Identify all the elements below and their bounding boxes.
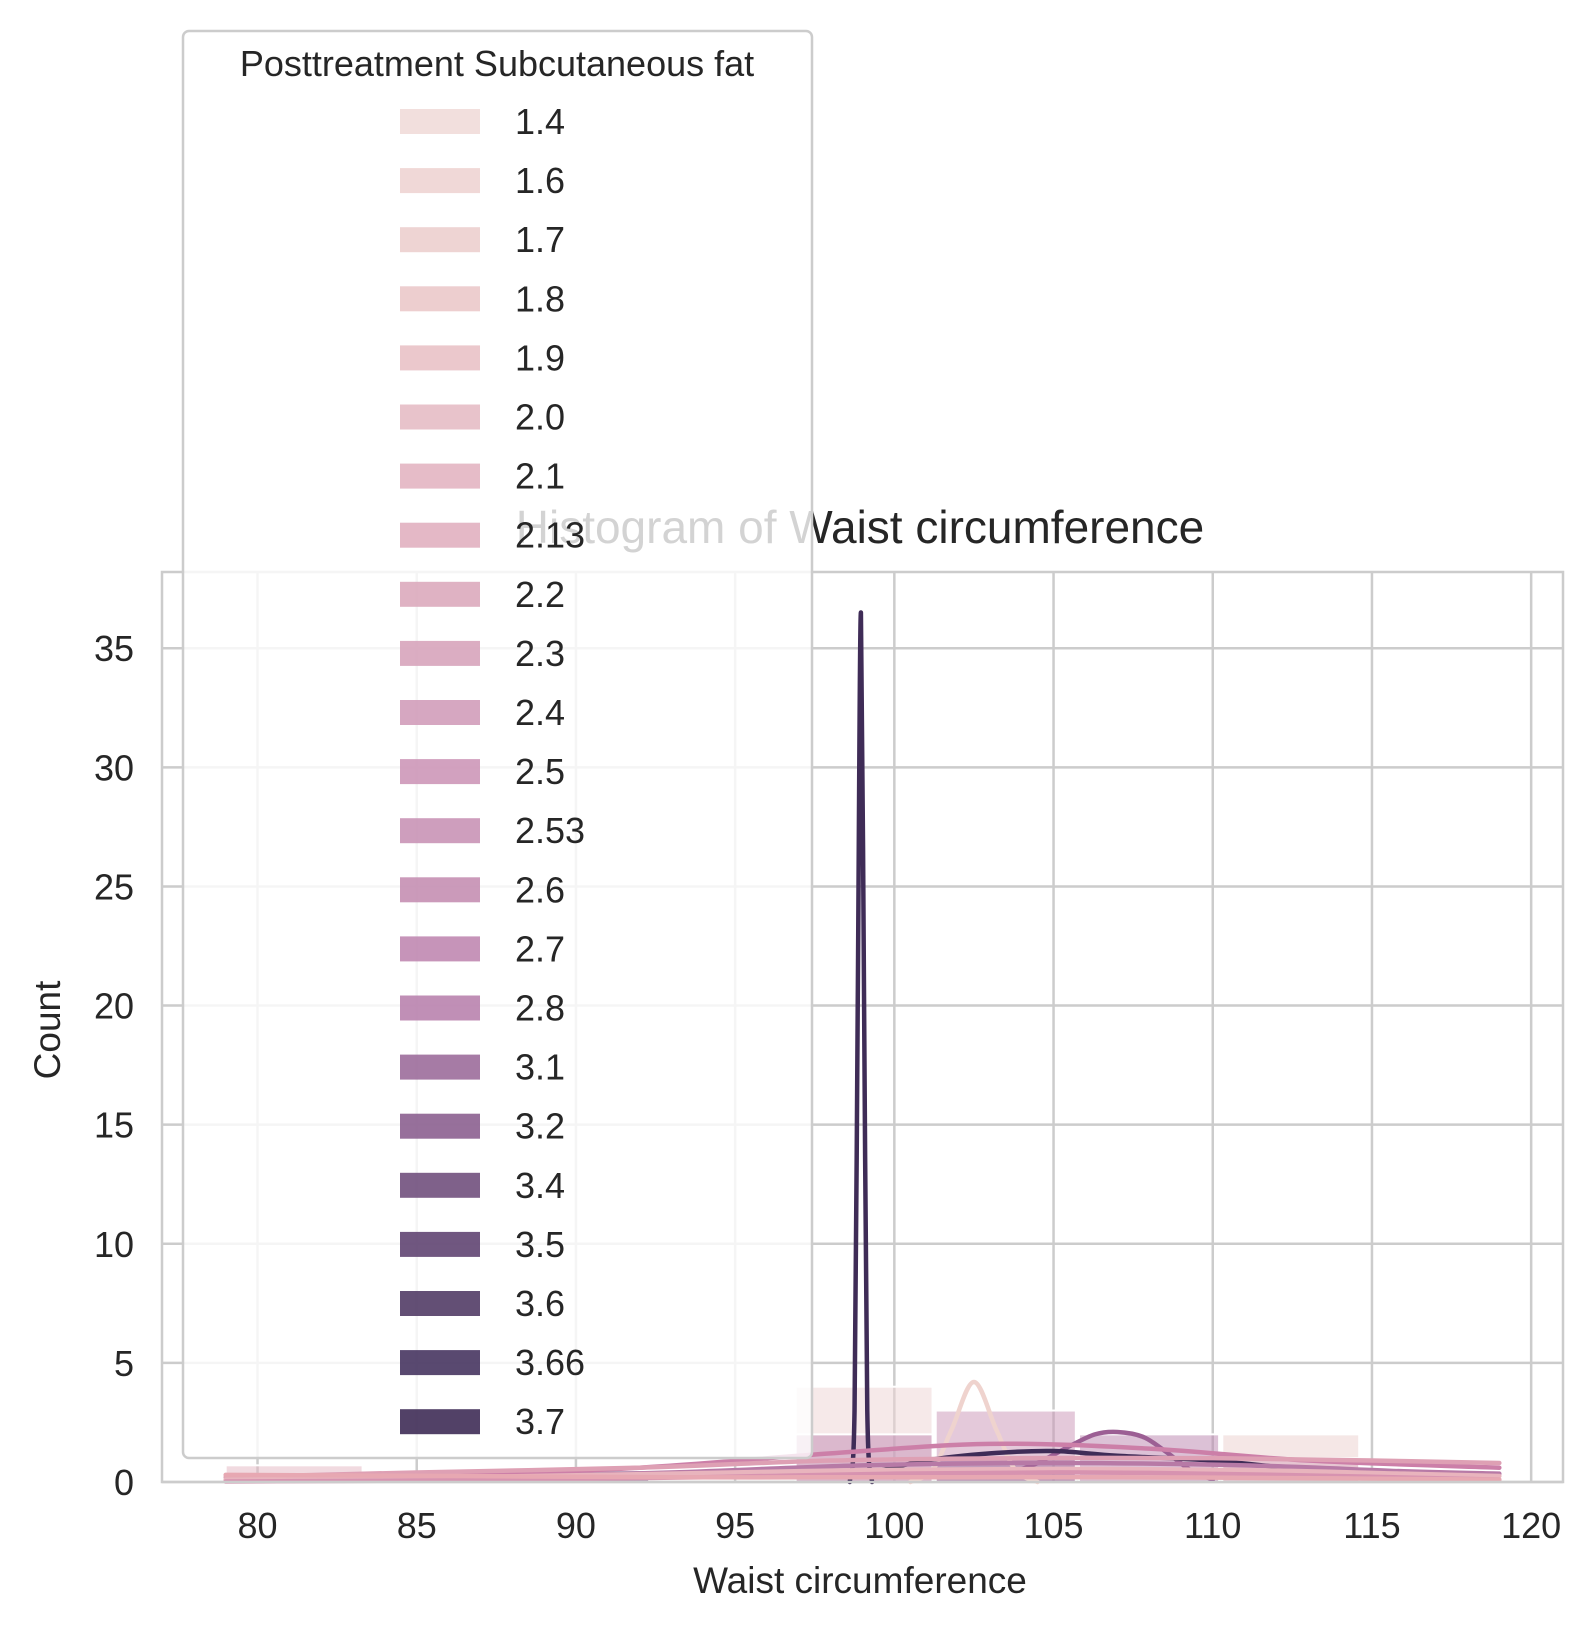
legend-label: 1.6: [515, 160, 565, 201]
legend-label: 2.53: [515, 810, 585, 851]
legend-swatch: [400, 995, 480, 1021]
legend-label: 1.7: [515, 219, 565, 260]
legend-swatch: [400, 1054, 480, 1080]
legend-swatch: [400, 1113, 480, 1139]
legend-label: 2.13: [515, 515, 585, 556]
legend-swatch: [400, 877, 480, 903]
y-tick-label: 5: [114, 1343, 134, 1384]
legend-label: 3.5: [515, 1224, 565, 1265]
kde-line: [847, 610, 875, 1485]
kde-curves: [223, 610, 1502, 1485]
legend-swatch: [400, 640, 480, 666]
legend-swatch: [400, 168, 480, 194]
x-tick-label: 115: [1343, 1505, 1400, 1546]
x-tick-label: 110: [1184, 1505, 1241, 1546]
x-tick-label: 100: [864, 1505, 924, 1546]
legend-entries: 1.4 1.6 1.7 1.8 1.9 2.0 2.1 2.13 2.2 2.3 2.4 2.5 2.5…: [400, 101, 585, 1442]
kde-line: [223, 1470, 1502, 1484]
legend-label: 3.7: [515, 1401, 565, 1442]
legend-label: 1.4: [515, 101, 565, 142]
y-tick-label: 10: [94, 1224, 134, 1265]
y-tick-label: 30: [94, 747, 134, 788]
legend-label: 2.0: [515, 397, 565, 438]
y-axis-label: Count: [27, 980, 68, 1079]
legend-label: 2.4: [515, 692, 565, 733]
y-tick-label: 35: [94, 628, 134, 669]
y-tick-label: 15: [94, 1105, 134, 1146]
legend-swatch: [400, 759, 480, 785]
legend-swatch: [400, 581, 480, 607]
legend-swatch: [400, 936, 480, 962]
legend-label: 2.8: [515, 988, 565, 1029]
y-tick-labels: 0 5 10 15 20 25 30 35: [94, 628, 134, 1503]
kde-line: [223, 1472, 1502, 1482]
x-tick-label: 105: [1024, 1505, 1084, 1546]
legend-swatch: [400, 1231, 480, 1257]
legend-label: 2.2: [515, 574, 565, 615]
legend-swatch: [400, 700, 480, 725]
x-tick-labels: 80 85 90 95 100 105 110 115 120: [237, 1505, 1561, 1546]
legend-label: 2.1: [515, 456, 565, 497]
y-tick-label: 0: [114, 1462, 134, 1503]
legend-label: 3.4: [515, 1165, 565, 1206]
legend-label: 3.2: [515, 1106, 565, 1147]
legend-box: [181, 29, 814, 1460]
legend-swatch: [400, 109, 480, 134]
legend-swatch: [400, 1291, 480, 1316]
y-tick-label: 25: [94, 866, 134, 907]
legend: Posttreatment Subcutaneous fat 1.4 1.6 1.7…: [181, 29, 814, 1460]
legend-label: 2.7: [515, 928, 565, 969]
legend-label: 3.6: [515, 1283, 565, 1324]
legend-label: 3.66: [515, 1342, 585, 1383]
legend-label: 2.3: [515, 633, 565, 674]
plot-frame: [160, 570, 1565, 1484]
legend-swatch: [400, 1350, 480, 1376]
x-tick-label: 90: [556, 1505, 596, 1546]
legend-swatch: [400, 286, 480, 312]
x-tick-label: 85: [397, 1505, 437, 1546]
legend-label: 1.8: [515, 278, 565, 319]
legend-label: 1.9: [515, 337, 565, 378]
legend-swatch: [400, 1172, 480, 1198]
legend-label: 2.5: [515, 751, 565, 792]
legend-swatch: [400, 404, 480, 430]
legend-title: Posttreatment Subcutaneous fat: [240, 43, 754, 84]
legend-swatch: [400, 818, 480, 844]
y-tick-label: 20: [94, 986, 134, 1027]
legend-swatch: [400, 1409, 480, 1435]
legend-label: 2.6: [515, 869, 565, 910]
x-tick-label: 95: [715, 1505, 755, 1546]
legend-swatch: [400, 345, 480, 371]
x-tick-label: 120: [1501, 1505, 1561, 1546]
legend-label: 3.1: [515, 1047, 565, 1088]
legend-swatch: [400, 522, 480, 548]
legend-swatch: [400, 227, 480, 253]
x-axis-label: Waist circumference: [693, 1560, 1027, 1601]
legend-swatch: [400, 463, 480, 489]
kde-line: [223, 1455, 1502, 1480]
x-tick-label: 80: [237, 1505, 277, 1546]
